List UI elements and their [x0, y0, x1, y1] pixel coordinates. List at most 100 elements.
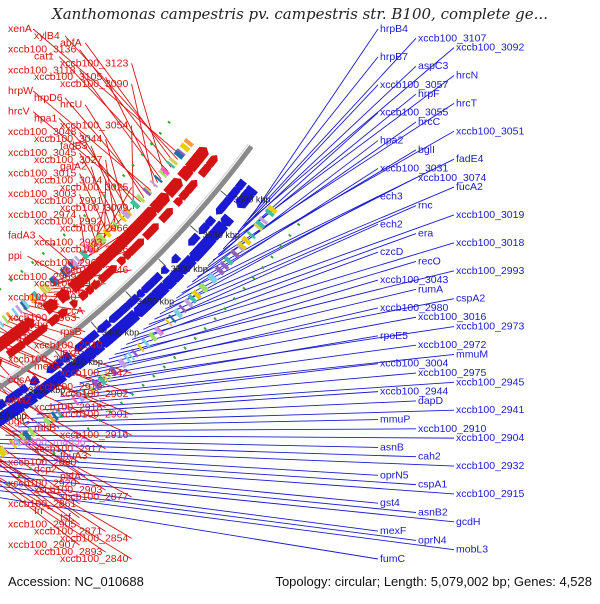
gene-label[interactable]: xccb100_2945 [456, 376, 524, 388]
cog-category-feature[interactable] [126, 351, 136, 361]
cog-category-feature[interactable] [94, 235, 104, 246]
forward-strand-feature[interactable] [60, 351, 73, 363]
gene-label[interactable]: xccb100_2918 [34, 402, 102, 414]
cog-category-feature[interactable] [81, 388, 90, 398]
forward-strand-feature[interactable] [136, 288, 146, 298]
gene-label[interactable]: pldA [60, 470, 81, 482]
cog-category-feature[interactable] [31, 290, 41, 302]
cog-category-feature[interactable] [142, 187, 152, 197]
cog-category-feature[interactable] [141, 338, 151, 348]
gene-label[interactable]: xccb100_2950 [8, 291, 76, 303]
gene-label[interactable]: cdsA2 [8, 374, 37, 386]
gene-label[interactable]: fucA2 [456, 181, 483, 193]
cog-category-feature[interactable] [235, 243, 245, 253]
reverse-strand-feature[interactable] [183, 184, 194, 195]
forward-strand-feature[interactable] [235, 193, 252, 209]
cog-category-feature[interactable] [198, 282, 209, 294]
reverse-strand-feature[interactable] [47, 314, 60, 327]
reverse-strand-feature[interactable] [163, 184, 178, 198]
gene-label[interactable]: xccb100_2916 [60, 429, 128, 441]
forward-strand-feature[interactable] [0, 416, 1, 430]
gene-label[interactable]: asnB2 [418, 507, 448, 519]
gene-label[interactable]: xccb100_3048 [8, 126, 76, 138]
gene-label[interactable]: aspC3 [418, 60, 449, 72]
gene-label[interactable]: ppi [8, 250, 22, 262]
gene-label[interactable]: dxr [34, 319, 49, 331]
gene-label[interactable]: xccb100_rna036 [8, 436, 86, 448]
gene-label[interactable]: xccb100_3105 [34, 71, 102, 83]
cog-category-feature[interactable] [13, 436, 22, 447]
reverse-strand-feature[interactable] [184, 158, 200, 173]
gene-label[interactable]: xccb100_3003 [8, 188, 76, 200]
reverse-strand-feature[interactable] [84, 285, 95, 296]
cog-category-feature[interactable] [101, 373, 110, 383]
cog-category-feature[interactable] [254, 219, 266, 230]
cog-category-feature[interactable] [97, 375, 107, 386]
cog-category-feature[interactable] [0, 319, 5, 328]
gene-label[interactable]: hrcU [60, 99, 82, 111]
cog-category-feature[interactable] [123, 207, 133, 216]
gene-label[interactable]: oprN5 [380, 469, 409, 481]
gene-label[interactable]: xccb100_2909 [8, 353, 76, 365]
forward-strand-feature[interactable] [162, 274, 178, 290]
cog-category-feature[interactable] [108, 223, 117, 232]
gene-label[interactable]: xccb100_2890 [8, 457, 76, 469]
reverse-strand-feature[interactable] [172, 197, 183, 208]
gene-label[interactable]: xccb100_3074 [418, 172, 486, 184]
cog-category-feature[interactable] [47, 413, 56, 424]
cog-category-feature[interactable] [21, 299, 31, 310]
gene-label[interactable]: xccb100_3015 [8, 168, 76, 180]
cog-category-feature[interactable] [27, 426, 37, 438]
cog-category-feature[interactable] [67, 261, 76, 271]
cog-category-feature[interactable] [5, 311, 14, 322]
gene-label[interactable]: hrpD6 [34, 92, 63, 104]
forward-strand-feature[interactable] [161, 265, 170, 274]
gene-label[interactable]: xccb100_2972 [418, 339, 486, 351]
gene-label[interactable]: xccb100_2966 [60, 223, 128, 235]
gene-label[interactable]: hrpB4 [380, 23, 408, 35]
cog-category-feature[interactable] [18, 432, 28, 444]
gene-label[interactable]: xccb100_2980 [380, 302, 448, 314]
reverse-strand-feature[interactable] [126, 245, 137, 257]
cog-category-feature[interactable] [61, 264, 73, 276]
cog-category-feature[interactable] [206, 274, 217, 284]
forward-strand-feature[interactable] [29, 375, 41, 386]
cog-category-feature[interactable] [87, 383, 96, 394]
gene-label[interactable]: xccb100_3107 [418, 32, 486, 44]
forward-strand-feature[interactable] [18, 383, 30, 394]
gene-label[interactable]: dapD [418, 395, 444, 407]
gene-label[interactable]: xccb100_2973 [456, 321, 524, 333]
cog-category-feature[interactable] [71, 396, 80, 406]
gene-label[interactable]: fadE4 [456, 153, 484, 165]
gene-label[interactable]: xenA [8, 23, 32, 35]
gene-label[interactable]: xccb100_2993 [456, 265, 524, 277]
reverse-strand-feature[interactable] [149, 201, 162, 214]
gene-label[interactable]: xccb100_2903 [34, 484, 102, 496]
gene-label[interactable]: xccb100_2915 [456, 488, 524, 500]
gene-label[interactable]: xccb100_2919 [34, 381, 102, 393]
forward-strand-feature[interactable] [0, 402, 2, 414]
gene-label[interactable]: bglG [8, 415, 30, 427]
gene-label[interactable]: xccb100_3136 [8, 44, 76, 56]
gene-label[interactable]: fadB3 [60, 140, 88, 152]
cog-category-feature[interactable] [219, 260, 230, 271]
cog-category-feature[interactable] [9, 439, 18, 450]
forward-strand-feature[interactable] [133, 305, 146, 318]
gene-label[interactable]: cspA1 [418, 479, 447, 491]
cog-category-feature[interactable] [178, 304, 188, 314]
gene-label[interactable]: xccb100_2854 [60, 532, 128, 544]
gene-label[interactable]: fadA3 [8, 229, 36, 241]
cog-category-feature[interactable] [164, 317, 173, 327]
cog-category-feature[interactable] [264, 208, 275, 218]
gene-label[interactable]: tsf [60, 512, 71, 524]
cog-category-feature[interactable] [159, 166, 171, 176]
cog-category-feature[interactable] [267, 204, 278, 215]
gene-label[interactable]: mobL3 [456, 544, 488, 556]
reverse-strand-feature[interactable] [158, 212, 170, 224]
gene-label[interactable]: hrcN [456, 69, 478, 81]
gene-label[interactable]: xccb100_2840 [60, 553, 128, 565]
gene-label[interactable]: xccb100_3027 [34, 154, 102, 166]
gene-label[interactable]: fabZ [34, 298, 56, 310]
gene-label[interactable]: xccb100_2967 [34, 257, 102, 269]
cog-category-feature[interactable] [123, 354, 132, 364]
